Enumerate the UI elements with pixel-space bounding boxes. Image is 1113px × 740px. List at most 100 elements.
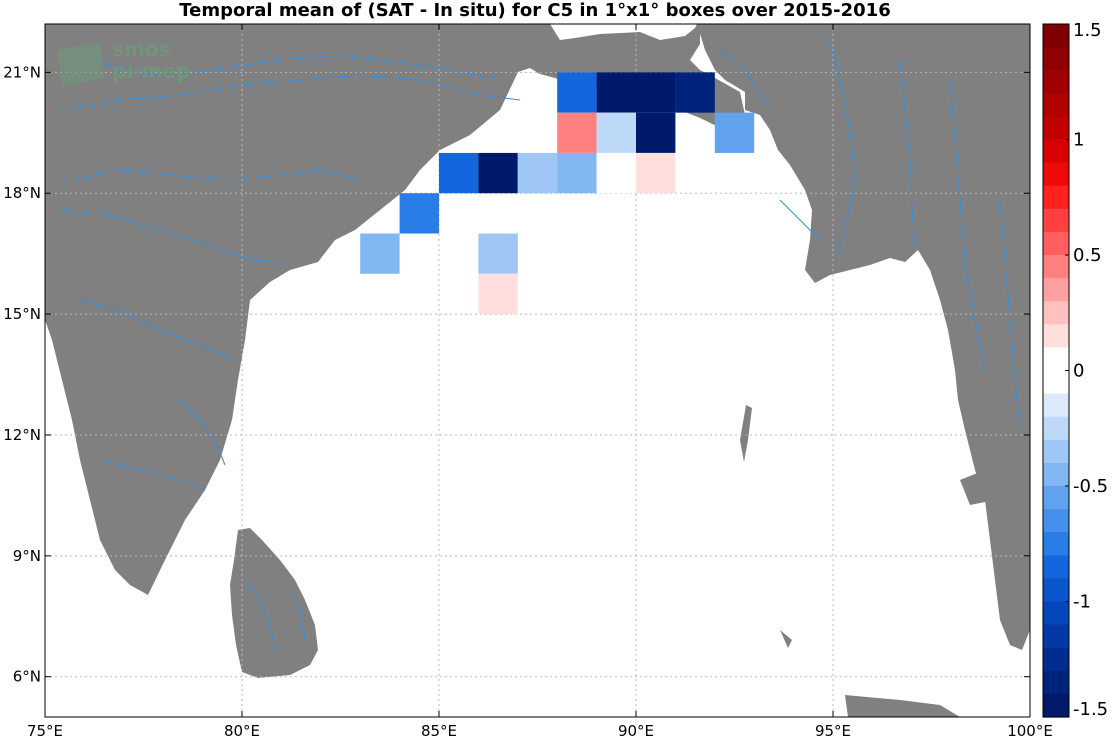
river [949, 79, 986, 371]
colorbar-segment [1043, 624, 1069, 649]
colorbar-tick-label: 1.5 [1073, 20, 1102, 41]
sumatra-tip [845, 695, 960, 717]
logo-mark-icon [58, 42, 104, 86]
heatmap-cell [636, 152, 676, 194]
colorbar-segment [1043, 555, 1069, 579]
heatmap-cell [675, 72, 715, 113]
colorbar-segment [1043, 278, 1069, 302]
colorbar-segment [1043, 670, 1069, 695]
andaman-island-small [780, 630, 792, 648]
y-tick-label: 12°N [3, 426, 41, 444]
colorbar-tick-label: -0.5 [1073, 476, 1108, 497]
heatmap-cell [439, 152, 479, 194]
colorbar-segment [1043, 301, 1069, 325]
river [59, 74, 521, 111]
colorbar-segment [1043, 578, 1069, 603]
colorbar-segment [1043, 693, 1069, 718]
river [59, 209, 291, 263]
colorbar-segment [1043, 416, 1069, 441]
river [779, 199, 821, 241]
colorbar-segment [1043, 462, 1069, 487]
colorbar-segment [1043, 601, 1069, 626]
x-tick-label: 85°E [421, 722, 457, 740]
colorbar-segment [1043, 93, 1069, 117]
coast-island-right [960, 470, 995, 505]
y-tick-label: 18°N [3, 184, 41, 202]
colorbar-segment [1043, 393, 1069, 418]
colorbar-segment [1043, 439, 1069, 464]
heatmap-cell [399, 193, 439, 234]
colorbar-segment [1043, 116, 1069, 141]
x-tick-label: 90°E [618, 722, 654, 740]
logo-text-line1: smos [112, 37, 170, 61]
river [69, 169, 361, 181]
colorbar-segment [1043, 324, 1069, 348]
logo-text-line2: pi-mep [112, 59, 190, 83]
grid-lines [45, 24, 1030, 717]
chart-title: Temporal mean of (SAT - In situ) for C5 … [179, 0, 891, 21]
colorbar-segment [1043, 24, 1069, 48]
heatmap-cells [360, 72, 755, 315]
colorbar-segment [1043, 162, 1069, 187]
river [244, 579, 276, 651]
river [179, 399, 226, 466]
colorbar-tick-label: -1.5 [1073, 699, 1108, 720]
sri-lanka-landmass [230, 528, 318, 678]
colorbar-segment [1043, 532, 1069, 556]
river [99, 459, 206, 491]
colorbar-segment [1043, 70, 1069, 94]
heatmap-cell [557, 72, 597, 113]
axis-ticks: 75°E 80°E 85°E 90°E 95°E 100°E 6°N 9°N 12°N 15°N 1… [3, 24, 1053, 740]
river [79, 299, 236, 361]
heatmap-cell [636, 112, 676, 153]
colorbar-tick-label: 0 [1073, 361, 1084, 382]
heatmap-cell [636, 72, 676, 113]
river [289, 589, 306, 641]
heatmap-cell [478, 233, 518, 274]
y-tick-label: 15°N [3, 305, 41, 323]
heatmap-cell [596, 152, 636, 194]
heatmap-cell [714, 112, 755, 153]
river [829, 39, 856, 261]
river [89, 54, 501, 81]
river [899, 59, 916, 246]
andaman-island-north [740, 405, 752, 462]
y-tick-label: 6°N [13, 668, 41, 686]
map-frame [44, 23, 1031, 718]
colorbar-segment [1043, 208, 1069, 233]
colorbar-segment [1043, 139, 1069, 164]
river-layer [59, 39, 1021, 651]
colorbar-segment [1043, 647, 1069, 672]
heatmap-cell [596, 112, 636, 153]
heatmap-cell [557, 152, 597, 194]
x-tick-label: 100°E [1007, 722, 1053, 740]
logo: smos pi-mep [58, 37, 190, 86]
colorbar-segment [1043, 231, 1069, 256]
colorbar-tick-label: 1 [1073, 130, 1084, 151]
y-tick-label: 9°N [13, 547, 41, 565]
x-tick-label: 95°E [815, 722, 851, 740]
colorbar-segment [1043, 255, 1069, 279]
river [999, 199, 1021, 431]
colorbar-segment [1043, 486, 1069, 510]
colorbar-segment [1043, 47, 1069, 71]
colorbar-segment [1043, 185, 1069, 210]
colorbar-tick-label: -1 [1073, 592, 1091, 613]
colorbar-segment [1043, 370, 1069, 395]
y-tick-label: 21°N [3, 63, 41, 81]
colorbar-tick-label: 0.5 [1073, 245, 1102, 266]
colorbar-segment [1043, 347, 1069, 372]
heatmap-cell [478, 152, 518, 194]
x-tick-label: 80°E [224, 722, 260, 740]
x-tick-label: 75°E [27, 722, 63, 740]
river [719, 49, 771, 111]
heatmap-cell [517, 152, 558, 194]
heatmap-cell [557, 112, 597, 153]
bangladesh-myanmar-landmass [697, 24, 1030, 650]
heatmap-cell [478, 273, 518, 315]
heatmap-cell [596, 72, 636, 113]
heatmap-cell [360, 233, 400, 274]
colorbar-segment [1043, 509, 1069, 533]
colorbar: 1.5 1 0.5 0 -0.5 -1 -1.5 [1042, 20, 1108, 720]
